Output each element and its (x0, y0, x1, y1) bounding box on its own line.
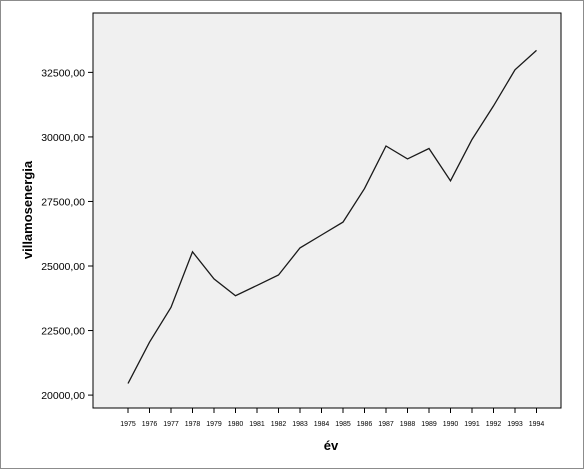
data-point (234, 294, 237, 297)
x-tick-label: 1981 (249, 421, 265, 428)
data-point (363, 187, 366, 190)
x-tick-label: 1979 (206, 421, 222, 428)
x-tick-label: 1976 (142, 421, 158, 428)
y-tick-label: 27500,00 (41, 196, 85, 208)
x-tick-label: 1993 (507, 421, 523, 428)
data-point (191, 250, 194, 253)
y-tick-label: 25000,00 (41, 261, 85, 273)
x-tick-label: 1985 (335, 421, 351, 428)
data-point (449, 179, 452, 182)
series-line (127, 49, 537, 384)
x-tick-label: 1988 (400, 421, 416, 428)
data-point (406, 157, 409, 160)
data-point (256, 284, 259, 287)
x-tick-label: 1977 (163, 421, 179, 428)
data-point (342, 221, 345, 224)
x-tick-label: 1991 (464, 421, 480, 428)
y-tick-label: 30000,00 (41, 132, 85, 144)
y-tick-label: 20000,00 (41, 390, 85, 402)
x-tick-label: 1982 (271, 421, 287, 428)
x-tick-label: 1994 (529, 421, 545, 428)
data-point (170, 306, 173, 309)
data-point (385, 144, 388, 147)
data-point (148, 341, 151, 344)
y-tick-label: 32500,00 (41, 67, 85, 79)
x-tick-label: 1989 (421, 421, 437, 428)
data-point (277, 274, 280, 277)
data-point (535, 49, 538, 52)
data-point (299, 246, 302, 249)
x-tick-label: 1978 (185, 421, 201, 428)
x-tick-label: 1975 (120, 421, 136, 428)
data-point (492, 104, 495, 107)
x-tick-label: 1983 (292, 421, 308, 428)
y-tick-label: 22500,00 (41, 326, 85, 338)
plot-area (92, 12, 562, 409)
x-axis-title: év (324, 438, 339, 453)
x-tick-label: 1987 (378, 421, 394, 428)
x-axis: 1975 1976 1977 1978 1979 1980 1981 1982 1983 1984… (120, 408, 544, 428)
data-point (213, 277, 216, 280)
y-axis-title: villamosenergia (20, 160, 35, 259)
x-tick-label: 1992 (486, 421, 502, 428)
x-tick-label: 1990 (443, 421, 459, 428)
data-point (428, 147, 431, 150)
x-tick-label: 1980 (228, 421, 244, 428)
data-point (127, 382, 130, 385)
x-tick-label: 1984 (314, 421, 330, 428)
data-point (471, 138, 474, 141)
y-axis: 20000,00 22500,00 25000,00 27500,00 30000,00… (41, 67, 93, 402)
data-point (514, 68, 517, 71)
x-tick-label: 1986 (357, 421, 373, 428)
data-point (320, 234, 323, 237)
